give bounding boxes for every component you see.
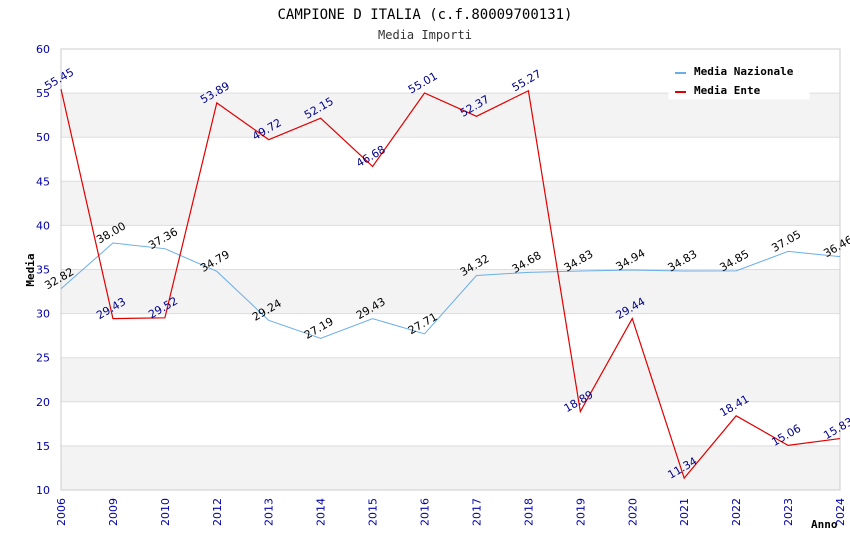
series-line-media-nazionale [60,242,841,339]
x-tick-label: 2009 [107,498,120,526]
plot-band [61,93,840,138]
y-tick-label: 25 [36,352,50,365]
x-tick-label: 2012 [211,498,224,526]
y-tick-label: 15 [36,440,50,453]
plot-band [61,313,840,358]
y-tick-label: 55 [36,87,50,100]
legend-label-media-ente: Media Ente [694,84,761,97]
plot-band [61,225,840,270]
x-tick-label: 2019 [574,498,587,526]
y-tick-label: 20 [36,396,50,409]
chart-title: CAMPIONE D ITALIA (c.f.80009700131) [277,7,572,23]
x-tick-label: 2010 [159,498,172,526]
x-tick-label: 2015 [367,498,380,526]
legend-box [668,58,810,100]
x-tick-label: 2016 [419,498,432,526]
y-tick-label: 60 [36,43,50,56]
x-tick-label: 2024 [834,498,847,526]
x-tick-label: 2006 [55,498,68,526]
plot-area-border [60,48,841,491]
plot-bands [61,49,840,490]
x-tick-label: 2020 [626,498,639,526]
x-axis-ticks: 2006 2009 2010 2012 2013 2014 2015 2016 2017 2018… [55,498,847,526]
x-axis-label: Anno [811,518,838,531]
y-tick-label: 10 [36,484,50,497]
y-tick-label: 45 [36,175,50,188]
plot-band [61,445,840,490]
plot-band [61,357,840,402]
plot-band [61,401,840,446]
y-tick-label: 50 [36,131,50,144]
x-tick-label: 2023 [782,498,795,526]
x-tick-label: 2014 [315,498,328,526]
y-axis-label: Media [24,253,37,286]
plot-band [61,269,840,314]
plot-band [61,181,840,226]
series-lines [60,88,841,480]
plot-band [61,137,840,182]
x-tick-label: 2017 [470,498,483,526]
legend-label-media-nazionale: Media Nazionale [694,65,794,78]
y-axis-ticks: 10 15 20 25 30 35 40 45 50 55 60 [36,43,50,497]
y-tick-label: 30 [36,308,50,321]
x-tick-label: 2018 [522,498,535,526]
x-tick-label: 2022 [730,498,743,526]
x-tick-label: 2013 [263,498,276,526]
y-tick-label: 40 [36,219,50,232]
y-tick-label: 35 [36,264,50,277]
x-tick-label: 2021 [678,498,691,526]
legend: Media Nazionale Media Ente [668,58,810,100]
chart-subtitle: Media Importi [378,28,472,42]
series-line-media-ente [60,88,841,480]
